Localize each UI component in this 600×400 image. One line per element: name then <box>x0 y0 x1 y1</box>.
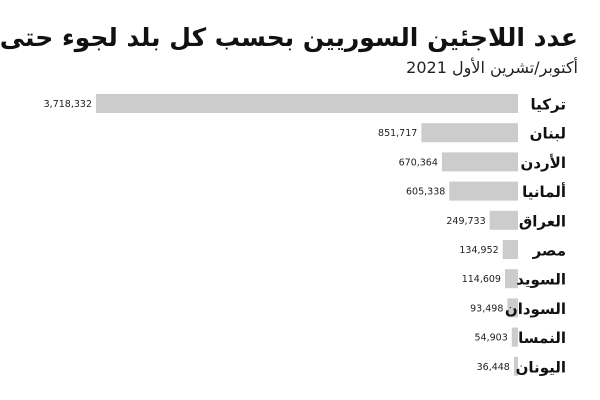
bar-8 <box>511 327 518 347</box>
bar-6 <box>504 269 518 289</box>
bar-0 <box>96 94 518 113</box>
value-label-0: 3,718,332 <box>44 99 92 110</box>
bar-3 <box>449 181 518 201</box>
category-label-8: النمسا <box>518 329 566 347</box>
value-label-3: 605,338 <box>406 187 445 198</box>
category-label-4: العراق <box>519 212 566 230</box>
category-label-5: مصر <box>532 242 566 260</box>
category-label-1: لبنان <box>530 125 566 143</box>
category-label-2: الأردن <box>521 154 566 172</box>
value-label-8: 54,903 <box>475 333 508 344</box>
value-label-7: 93,498 <box>470 303 503 314</box>
category-label-9: اليونان <box>516 358 566 376</box>
bar-7 <box>507 298 518 318</box>
chart-title: عدد اللاجئين السوريين بحسب كل بلد لجوء ح… <box>0 23 578 52</box>
bar-1 <box>421 123 518 143</box>
category-label-6: السويد <box>516 271 566 289</box>
category-label-0: تركيا <box>531 96 566 114</box>
value-label-2: 670,364 <box>399 157 438 168</box>
bar-2 <box>441 152 518 172</box>
value-label-9: 36,448 <box>477 362 510 373</box>
bar-9 <box>513 356 518 376</box>
bar-5 <box>502 240 518 259</box>
value-label-4: 249,733 <box>446 216 485 227</box>
category-label-3: ألمانيا <box>522 182 566 201</box>
category-label-7: السودان <box>505 300 566 318</box>
value-label-5: 134,952 <box>459 245 498 256</box>
value-label-1: 851,717 <box>378 128 417 139</box>
chart-subtitle: أكتوبر/تشرين الأول 2021 <box>406 58 578 77</box>
bar-4 <box>489 210 518 230</box>
value-label-6: 114,609 <box>462 274 501 285</box>
